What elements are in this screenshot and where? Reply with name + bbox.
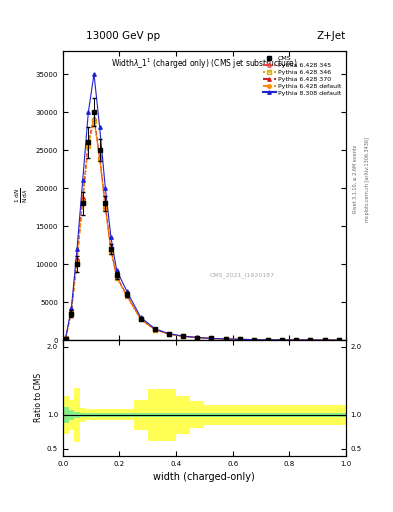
- Text: 13000 GeV pp: 13000 GeV pp: [86, 31, 161, 41]
- Y-axis label: Ratio to CMS: Ratio to CMS: [34, 373, 42, 422]
- Text: Width$\lambda\_1^1$ (charged only) (CMS jet substructure): Width$\lambda\_1^1$ (charged only) (CMS …: [111, 57, 298, 71]
- Text: mcplots.cern.ch [arXiv:1306.3436]: mcplots.cern.ch [arXiv:1306.3436]: [365, 137, 370, 222]
- Text: Rivet 3.1.10, ≥ 2.6M events: Rivet 3.1.10, ≥ 2.6M events: [353, 145, 358, 214]
- Y-axis label: $\frac{1}{\mathrm{N}}\frac{\mathrm{d}N}{\mathrm{d}\lambda}$: $\frac{1}{\mathrm{N}}\frac{\mathrm{d}N}{…: [14, 188, 30, 203]
- Text: CMS_2021_I1920187: CMS_2021_I1920187: [210, 272, 275, 278]
- X-axis label: width (charged-only): width (charged-only): [154, 472, 255, 482]
- Text: Z+Jet: Z+Jet: [317, 31, 346, 41]
- Legend: CMS, Pythia 6.428 345, Pythia 6.428 346, Pythia 6.428 370, Pythia 6.428 default,: CMS, Pythia 6.428 345, Pythia 6.428 346,…: [262, 54, 343, 97]
